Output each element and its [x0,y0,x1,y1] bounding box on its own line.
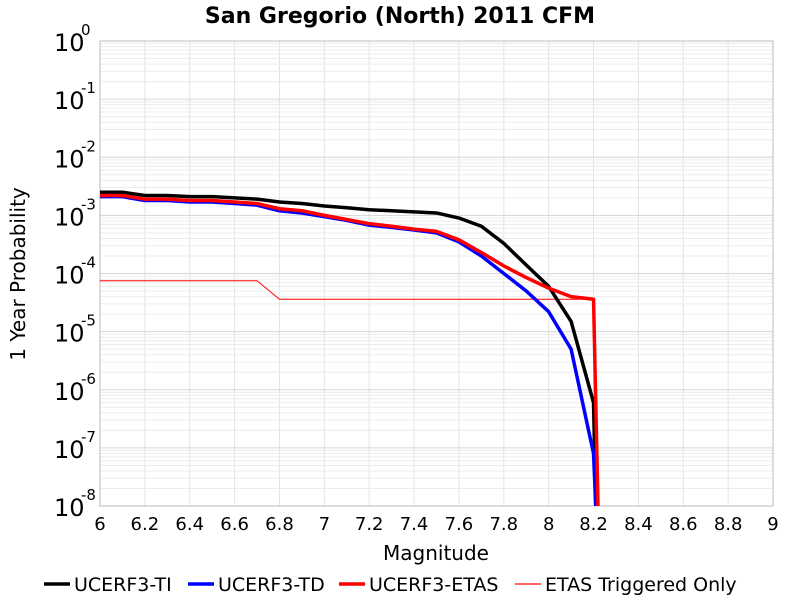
series-line-ucerf3-ti [100,190,598,507]
x-tick-label: 6.8 [265,514,294,535]
y-tick-label: 10-2 [54,137,96,173]
x-tick-label: 7.2 [355,514,384,535]
y-tick-base: 10 [54,262,85,290]
x-tick-label: 6.2 [131,514,160,535]
x-tick-label: 7.8 [489,514,518,535]
y-tick-label: 10-8 [54,486,96,522]
x-tick-label: 8.2 [579,514,608,535]
y-tick-exponent: -2 [81,137,96,155]
x-tick-label: 9 [767,514,778,535]
y-tick-exponent: -4 [81,254,96,272]
legend-label: ETAS Triggered Only [545,574,737,596]
series-line-etas-triggered-only [100,280,594,300]
y-tick-exponent: -8 [81,486,96,504]
y-tick-base: 10 [54,203,85,231]
x-tick-label: 6.6 [220,514,249,535]
y-tick-exponent: -6 [81,370,96,388]
x-tick-label: 6.4 [175,514,204,535]
y-tick-exponent: -1 [81,79,96,97]
legend-item: ETAS Triggered Only [515,574,737,596]
legend: UCERF3-TI UCERF3-TD UCERF3-ETAS ETAS Trigge… [44,574,737,596]
y-tick-label: 100 [54,21,91,57]
chart-title: San Gregorio (North) 2011 CFM [205,4,595,29]
x-tick-label: 7.4 [400,514,429,535]
y-tick-exponent: -3 [81,195,96,213]
legend-item: UCERF3-ETAS [339,574,498,596]
y-tick-exponent: 0 [81,21,91,39]
series-line-ucerf3-etas [100,193,600,507]
y-tick-label: 10-5 [54,312,96,348]
x-tick-label: 8.4 [624,514,653,535]
x-axis-ticks: 6 6.2 6.4 6.6 6.8 7 7.2 7.4 7.6 7.8 8 8.2 8.4 8.6 8.8 9 [94,514,778,535]
y-tick-label: 10-4 [54,254,96,290]
plot-frame [99,40,774,507]
y-tick-label: 10-6 [54,370,96,406]
y-tick-base: 10 [54,378,85,406]
x-tick-label: 8.6 [669,514,698,535]
y-tick-exponent: -5 [81,312,96,330]
y-tick-base: 10 [54,320,85,348]
legend-item: UCERF3-TI [44,574,172,596]
y-tick-base: 10 [54,494,85,522]
y-tick-label: 10-3 [54,195,96,231]
y-tick-label: 10-1 [54,79,96,115]
grid [99,41,774,507]
x-axis-label: Magnitude [383,541,489,565]
y-tick-base: 10 [54,29,85,57]
legend-item: UCERF3-TD [188,574,325,596]
x-tick-label: 7 [319,514,330,535]
y-tick-base: 10 [54,87,85,115]
x-tick-label: 8 [543,514,554,535]
y-tick-base: 10 [54,145,85,173]
y-tick-base: 10 [54,436,85,464]
series-layer [100,190,600,507]
x-tick-label: 7.6 [445,514,474,535]
legend-label: UCERF3-TD [218,574,325,596]
legend-label: UCERF3-ETAS [369,574,498,596]
series-line-ucerf3-td [100,194,598,507]
y-axis-label: 1 Year Probability [6,187,30,361]
y-tick-label: 10-7 [54,428,96,464]
y-tick-exponent: -7 [81,428,96,446]
x-tick-label: 8.8 [714,514,743,535]
x-tick-label: 6 [94,514,105,535]
legend-label: UCERF3-TI [74,574,172,596]
